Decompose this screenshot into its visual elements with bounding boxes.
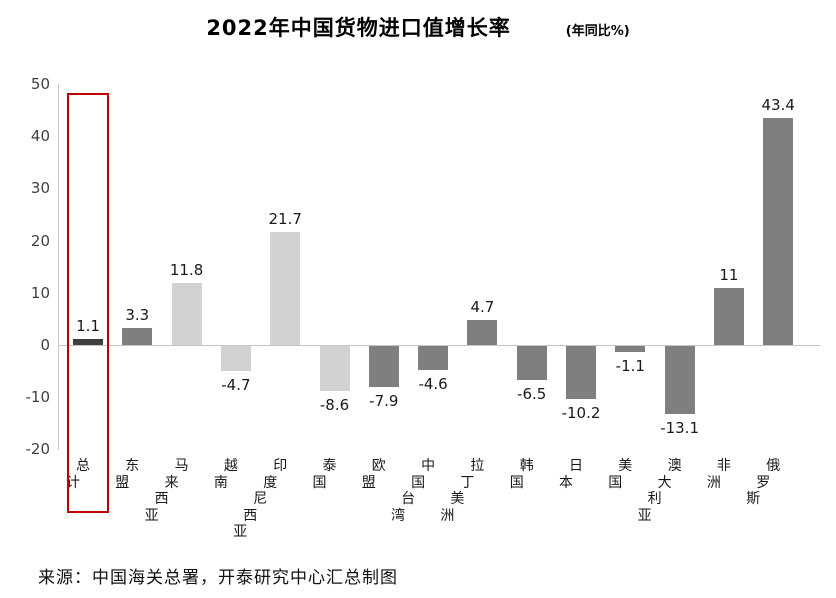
x-axis-label-char: 亚 — [233, 524, 248, 540]
x-axis-label-char: 台 — [401, 491, 416, 507]
x-axis-label-char: 来 — [164, 474, 179, 491]
source-note: 来源：中国海关总署，开泰研究中心汇总制图 — [38, 568, 398, 588]
x-axis-label-char: 度 — [263, 474, 278, 491]
x-axis-label-char: 非 — [716, 458, 731, 474]
x-axis-label-char: 斯 — [746, 491, 761, 507]
bar-value-label: -8.6 — [319, 395, 350, 414]
bar — [319, 346, 350, 391]
x-axis-label-char: 盟 — [361, 474, 376, 491]
highlight-box — [67, 93, 109, 513]
x-axis-label-char: 国 — [608, 474, 623, 491]
x-axis-label-char: 俄 — [766, 458, 781, 474]
bar — [615, 346, 646, 352]
bar-value-label: 3.3 — [125, 305, 150, 324]
x-axis-label-char: 本 — [559, 474, 573, 491]
bar — [171, 283, 202, 345]
x-axis-label-char: 越 — [223, 458, 238, 474]
x-axis-label-char: 泰 — [322, 458, 337, 474]
bar-value-label: -13.1 — [660, 419, 699, 438]
x-axis-label-char: 拉 — [470, 458, 485, 474]
bar — [566, 346, 596, 400]
y-axis-tick-label: -10 — [25, 388, 51, 407]
x-axis-label-char: 计 — [66, 474, 80, 491]
bar — [122, 327, 153, 345]
bar — [270, 231, 301, 345]
x-axis-label-char: 西 — [154, 491, 169, 507]
y-axis-tick-label: 30 — [30, 179, 50, 198]
x-axis-label-char: 尼 — [253, 491, 268, 507]
x-axis-label-char: 澳 — [667, 458, 682, 474]
x-axis-label-char: 总 — [76, 458, 90, 474]
bar — [763, 118, 794, 345]
chart-subtitle: (年同比%) — [565, 24, 630, 39]
bar-value-label: 11.8 — [169, 261, 204, 280]
x-axis-label-char: 大 — [657, 474, 672, 491]
bar-value-label: 21.7 — [268, 209, 302, 228]
x-axis-label-char: 印 — [273, 458, 288, 474]
chart-header: 2022年中国货物进口值增长率 (年同比%) — [0, 12, 836, 42]
y-axis-tick-label: 20 — [30, 231, 50, 250]
y-axis-line — [58, 84, 59, 450]
y-axis-tick-label: 0 — [40, 336, 50, 354]
bar — [664, 346, 695, 415]
y-axis-tick-label: 10 — [30, 283, 50, 302]
x-axis-label-char: 国 — [411, 474, 426, 491]
x-axis-label-char: 欧 — [371, 458, 386, 474]
x-axis-label-char: 中 — [421, 458, 436, 474]
bar-value-label: -10.2 — [561, 404, 601, 423]
x-axis-label-char: 盟 — [115, 474, 130, 491]
zero-gridline — [58, 345, 820, 346]
bar-value-label: 1.1 — [76, 317, 100, 336]
chart-title: 2022年中国货物进口值增长率 — [206, 16, 511, 40]
bar-value-label: -4.7 — [221, 375, 251, 394]
bar — [418, 346, 449, 370]
bar — [467, 320, 498, 345]
x-axis-label-char: 韩 — [519, 458, 534, 474]
y-axis-tick-label: 40 — [30, 127, 50, 146]
bar — [516, 346, 547, 380]
bar — [220, 346, 251, 371]
bar — [368, 346, 399, 388]
bar-value-label: -1.1 — [615, 356, 645, 375]
x-axis-label-char: 美 — [450, 491, 465, 507]
bar-value-label: 11 — [719, 265, 739, 284]
y-axis-tick-label: -20 — [25, 440, 51, 459]
y-axis-tick-label: 50 — [30, 75, 50, 93]
x-axis-label-char: 西 — [243, 507, 258, 524]
x-axis-label-char: 美 — [618, 458, 633, 474]
x-axis-label-char: 亚 — [144, 507, 159, 524]
bar-value-label: -7.9 — [369, 392, 399, 411]
bar — [713, 287, 744, 345]
x-axis-label-char: 东 — [125, 458, 140, 474]
x-axis-label-char: 利 — [647, 491, 662, 507]
x-axis-label-char: 湾 — [391, 507, 406, 524]
x-axis-label-char: 国 — [509, 474, 524, 491]
x-axis-label-char: 丁 — [460, 474, 475, 491]
x-axis-label-char: 洲 — [706, 474, 721, 491]
bar-value-label: 4.7 — [470, 298, 495, 317]
bar-value-label: -6.5 — [517, 384, 547, 403]
x-axis-label-char: 洲 — [440, 507, 455, 524]
x-axis-label-char: 亚 — [637, 507, 652, 524]
bar — [73, 339, 103, 345]
x-axis-label-char: 国 — [312, 474, 327, 491]
bar-value-label: 43.4 — [761, 96, 795, 115]
x-axis-label-char: 罗 — [756, 474, 771, 491]
bar-value-label: -4.6 — [418, 375, 448, 393]
x-axis-label-char: 马 — [174, 458, 189, 474]
x-axis-label-char: 日 — [569, 458, 583, 474]
x-axis-label-char: 南 — [213, 474, 228, 491]
